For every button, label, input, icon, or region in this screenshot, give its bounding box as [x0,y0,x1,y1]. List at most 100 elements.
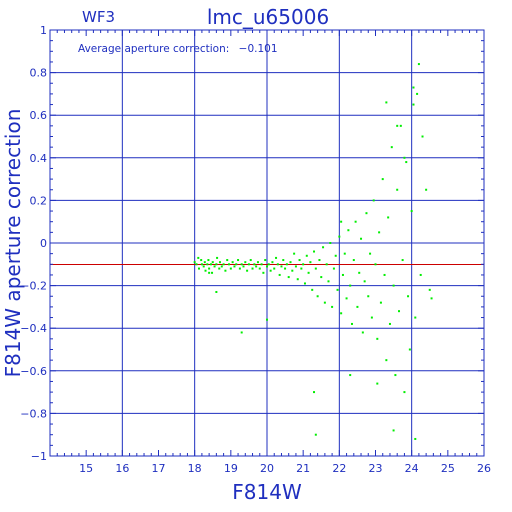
data-point [376,382,379,385]
x-tick-label: 17 [152,462,166,475]
data-point [215,263,218,266]
data-point [273,267,276,270]
data-point [374,263,377,266]
data-point [226,259,229,262]
data-point [206,263,209,266]
x-tick-label: 19 [224,462,238,475]
data-point [200,259,203,262]
data-point [356,305,359,308]
data-point [421,135,424,138]
data-point [343,252,346,255]
data-point [412,86,415,89]
data-point [260,263,263,266]
data-point [347,229,350,232]
y-tick-label: 0.2 [30,194,48,207]
data-point [269,269,272,272]
data-point [228,263,231,266]
data-point [220,265,223,268]
data-point [211,261,214,264]
data-point [222,263,225,266]
data-point [240,263,243,266]
data-point [313,250,316,253]
data-point [320,276,323,279]
data-point [416,92,419,95]
data-point [309,261,312,264]
data-point [300,267,303,270]
grid-lines [50,30,484,456]
data-point [262,271,265,274]
data-point [361,331,364,334]
data-point [242,265,245,268]
data-point [271,261,274,264]
data-point [403,156,406,159]
axis-ticks [49,29,485,457]
data-point [298,259,301,262]
y-tick-label: −1 [31,450,47,463]
data-point [388,322,391,325]
data-point [314,433,317,436]
data-point [198,267,201,270]
data-point [379,301,382,304]
annotation-value: −0.101 [239,43,278,55]
y-tick-label: 0.4 [30,152,48,165]
data-point [316,295,319,298]
y-tick-label: −0.4 [20,322,47,335]
data-point [215,290,218,293]
x-tick-label: 20 [260,462,274,475]
data-point [403,391,406,394]
data-point [218,261,221,264]
data-point [414,437,417,440]
data-point [203,261,206,264]
data-point [233,265,236,268]
data-point [352,259,355,262]
data-point [209,263,212,266]
x-tick-label: 15 [79,462,93,475]
data-point [383,273,386,276]
data-point [349,374,352,377]
x-tick-label: 18 [188,462,202,475]
x-axis-label: F814W [232,480,302,504]
y-tick-label: 0 [40,237,47,250]
data-point [376,337,379,340]
data-point [338,235,341,238]
data-point [289,261,292,264]
data-point [385,359,388,362]
y-tick-label: −0.8 [20,407,47,420]
data-point [208,267,211,270]
annotation-label: Average aperture correction: [78,43,229,55]
data-point [399,124,402,127]
y-tick-label: 0.6 [30,109,48,122]
data-point [305,254,308,257]
data-point [284,267,287,270]
data-point [202,265,205,268]
data-point [246,269,249,272]
data-point [266,318,268,321]
data-point [238,267,241,270]
data-points [193,63,433,440]
data-point [244,261,247,264]
data-point [249,259,252,262]
data-point [231,261,234,264]
data-point [216,256,219,259]
y-tick-labels: −1 −0.8 −0.6 −0.4 −0.2 0 0.2 0.4 0.6 0.8 1 [20,24,47,463]
data-point [428,288,431,291]
data-point [302,263,305,266]
data-point [372,199,375,202]
data-point [204,269,207,272]
data-point [207,259,210,262]
data-point [291,269,294,272]
data-point [224,269,227,272]
data-point [293,252,296,255]
data-point [303,282,306,285]
data-point [314,267,317,270]
data-point [313,391,316,394]
data-point [392,429,395,432]
data-point [407,295,410,298]
data-point [345,297,348,300]
data-point [396,124,399,127]
chip-label: WF3 [82,8,115,26]
data-point [405,161,408,164]
x-tick-label: 26 [477,462,491,475]
data-point [341,273,344,276]
data-point [278,273,281,276]
